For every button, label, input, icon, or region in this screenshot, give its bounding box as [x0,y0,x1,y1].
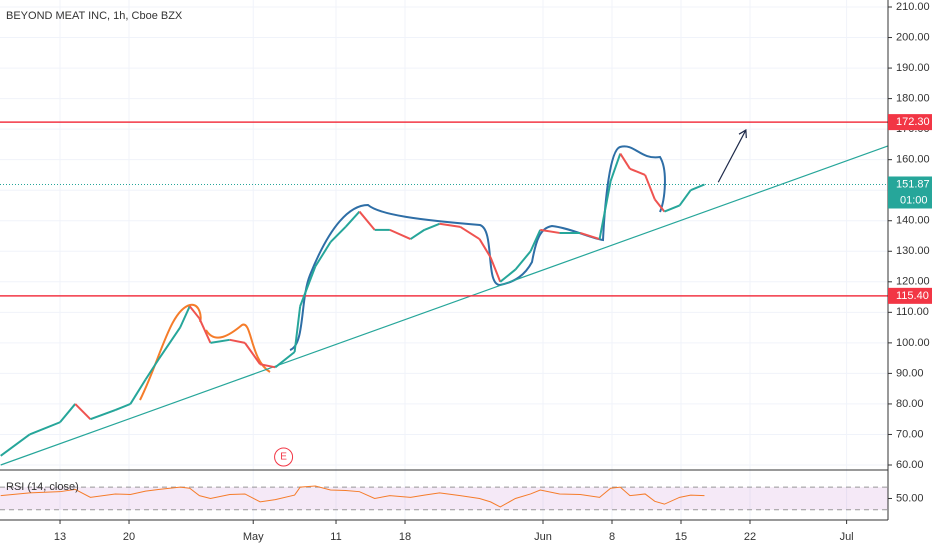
price-segment [210,338,230,344]
y-tick-label: 140.00 [896,215,930,227]
rsi-band [0,487,888,510]
chart-title: BEYOND MEAT INC, 1h, Cboe BZX [6,10,183,22]
price-segment [299,266,317,307]
y-tick-label: 90.00 [896,367,924,379]
price-segment [129,378,147,405]
y-tick-label: 60.00 [896,459,924,471]
arrow [717,129,747,183]
last-price-tag [888,176,932,209]
x-tick-label: Jun [534,531,552,543]
level-tag [888,114,932,131]
price-segment [579,231,600,241]
price-segment [389,228,411,240]
price-segment [439,222,461,228]
price-segment [459,225,481,240]
earnings-label: E [280,452,287,463]
price-segment [619,153,631,170]
price-segment [423,222,440,231]
y-tick-label: 80.00 [896,398,924,410]
price-segment [274,351,296,369]
price-segment [609,153,622,182]
x-tick-label: 8 [609,531,615,543]
earnings-marker [274,447,294,467]
price-segment [198,318,212,344]
y-tick-label: 160.00 [896,154,930,166]
price-segment [654,198,666,213]
price-segment [329,226,347,243]
level-label: 172.30 [896,116,930,128]
price-segment [644,174,656,200]
x-tick-label: 11 [330,531,341,543]
price-segment [259,363,276,369]
drawing [289,145,666,351]
x-tick-label: 22 [744,531,756,543]
price-segment [244,342,261,365]
price-segment [293,306,302,353]
trendline [0,145,889,466]
countdown: 01:00 [900,194,928,206]
price-segment [358,210,376,231]
price-segment [478,238,492,258]
last-price-label: 151.87 [896,178,930,190]
price-segment [314,241,332,268]
level-label: 115.40 [896,290,929,302]
price-segment [690,183,705,192]
y2-tick-label: 50.00 [896,492,924,504]
price-segment [489,257,502,283]
price-segment [529,229,542,252]
price-segment [499,268,517,283]
price-segment [158,327,181,359]
y-tick-label: 210.00 [896,1,930,13]
x-tick-label: 13 [54,531,66,543]
price-segment [114,403,131,411]
y-tick-label: 130.00 [896,245,930,257]
price-segment [514,250,532,271]
y-tick-label: 190.00 [896,62,930,74]
y-tick-label: 100.00 [896,337,930,349]
price-segment [629,167,646,176]
y-tick-label: 200.00 [896,31,930,43]
price-segment [144,357,161,381]
x-tick-label: Jul [840,531,854,543]
y-tick-label: 110.00 [896,306,929,318]
price-segment [0,433,31,457]
drawing [205,323,271,373]
price-segment [229,338,246,344]
price-segment [598,180,612,240]
y-tick-label: 120.00 [896,276,930,288]
price-pane [0,121,889,508]
price-segment [29,421,61,436]
price-segment [74,403,92,420]
price-segment [540,228,560,234]
price-segment [59,403,76,423]
price-segment [344,210,361,228]
rsi-line [0,485,705,508]
price-segment [678,189,692,207]
x-tick-label: May [243,531,264,543]
price-segment [409,229,425,240]
price-segment [179,305,191,329]
x-tick-label: 18 [399,531,411,543]
grid [0,0,888,520]
arrow-head [738,129,747,139]
y-tick-label: 180.00 [896,93,930,105]
price-segment [188,305,201,320]
y-tick-label: 70.00 [896,428,924,440]
rsi-label: RSI (14, close) [6,481,79,493]
price-segment [90,409,116,421]
level-tag [888,287,932,304]
x-tick-label: 20 [123,531,135,543]
price-segment [664,204,681,213]
x-tick-label: 15 [675,531,687,543]
